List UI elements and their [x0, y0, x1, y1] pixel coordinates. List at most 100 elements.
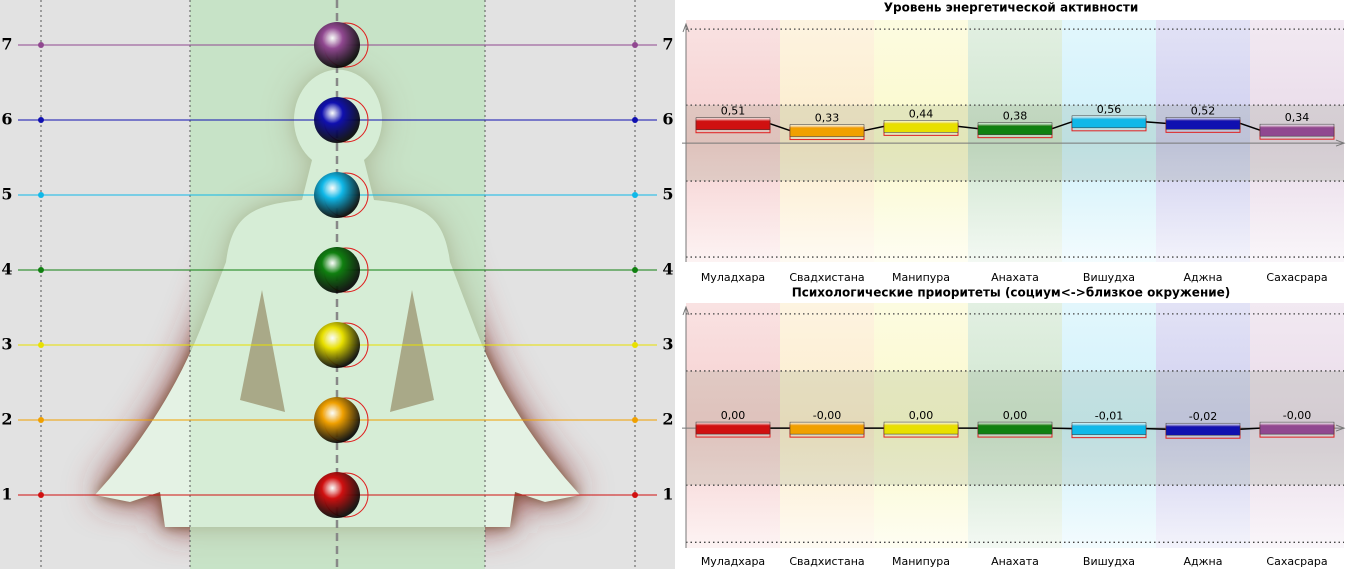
- value-label: -0,00: [813, 409, 841, 422]
- value-label: 0,44: [909, 107, 934, 120]
- level-dot: [632, 117, 638, 123]
- bar: [789, 421, 865, 435]
- bar: [1259, 123, 1335, 137]
- bar: [883, 120, 959, 133]
- x-tick-label: Анахата: [991, 555, 1039, 568]
- x-axis-arrow: [1335, 139, 1346, 147]
- connector: [769, 123, 791, 132]
- category-band: [874, 20, 968, 262]
- level-label: 3: [1, 335, 12, 354]
- bar: [1165, 422, 1241, 436]
- level-label: 2: [662, 410, 673, 429]
- y-axis-arrow: [682, 22, 690, 33]
- bar: [1259, 421, 1335, 435]
- bar: [1165, 117, 1241, 130]
- chakra-sphere: [314, 472, 360, 518]
- level-dot: [632, 492, 638, 498]
- level-dot: [38, 192, 44, 198]
- chart: Психологические приоритеты (социум<->бли…: [682, 286, 1346, 568]
- connector: [1051, 427, 1073, 430]
- value-label: 0,52: [1191, 104, 1216, 117]
- bar: [789, 124, 865, 137]
- level-label: 4: [662, 260, 673, 279]
- x-axis-arrow: [1335, 424, 1346, 432]
- x-tick-label: Муладхара: [701, 555, 765, 568]
- x-tick-label: Манипура: [892, 555, 950, 568]
- level-dot: [38, 117, 44, 123]
- level-label: 5: [1, 185, 12, 204]
- value-label: 0,56: [1097, 103, 1122, 116]
- chart-title: Психологические приоритеты (социум<->бли…: [792, 286, 1231, 300]
- category-band: [968, 20, 1062, 262]
- level-label: 1: [1, 485, 12, 504]
- x-tick-label: Анахата: [991, 271, 1039, 284]
- level-label: 5: [662, 185, 673, 204]
- charts: Уровень энергетической активности 0,51 Мул…: [682, 1, 1346, 568]
- value-label: 0,34: [1285, 111, 1310, 124]
- chakra-sphere: [314, 322, 360, 368]
- x-tick-label: Свадхистана: [789, 555, 864, 568]
- bar: [883, 421, 959, 435]
- value-label: -0,01: [1095, 410, 1123, 423]
- connector: [1145, 121, 1167, 125]
- chakra-sphere: [314, 172, 360, 218]
- bar: [695, 421, 771, 435]
- x-tick-label: Свадхистана: [789, 271, 864, 284]
- value-label: 0,51: [721, 105, 746, 118]
- connector: [1051, 121, 1073, 130]
- chakra-sphere: [314, 22, 360, 68]
- bar: [1071, 115, 1147, 129]
- level-label: 6: [1, 110, 12, 129]
- level-dot: [632, 42, 638, 48]
- chakra-sphere: [314, 247, 360, 293]
- level-dot: [38, 42, 44, 48]
- category-band: [1250, 20, 1344, 262]
- level-label: 4: [1, 260, 12, 279]
- category-band: [780, 20, 874, 262]
- bar: [1071, 422, 1147, 435]
- level-dot: [38, 267, 44, 273]
- bar: [695, 117, 771, 130]
- connector: [1145, 427, 1167, 430]
- level-dot: [632, 342, 638, 348]
- x-tick-label: Сахасрара: [1266, 271, 1327, 284]
- value-label: 0,00: [721, 409, 746, 422]
- category-band: [1062, 20, 1156, 262]
- bar: [977, 421, 1053, 435]
- chakra-sphere: [314, 397, 360, 443]
- x-tick-label: Вишудха: [1083, 555, 1135, 568]
- level-label: 2: [1, 410, 12, 429]
- levels: 1 1 2 2 3 3 4 4 5 5 6 6 7 7: [1, 22, 674, 518]
- figure-panel: 1 1 2 2 3 3 4 4 5 5 6 6 7 7: [0, 0, 675, 569]
- connector: [957, 125, 979, 130]
- y-axis-arrow: [682, 305, 690, 316]
- level-label: 1: [662, 485, 673, 504]
- connector: [1239, 122, 1261, 131]
- level-dot: [38, 342, 44, 348]
- x-tick-label: Аджна: [1184, 271, 1223, 284]
- value-label: -0,00: [1283, 409, 1311, 422]
- bar: [977, 122, 1053, 135]
- level-dot: [632, 267, 638, 273]
- value-label: -0,02: [1189, 410, 1217, 423]
- level-dot: [38, 417, 44, 423]
- x-tick-label: Аджна: [1184, 555, 1223, 568]
- category-band: [1156, 20, 1250, 262]
- level-dot: [38, 492, 44, 498]
- x-tick-label: Сахасрара: [1266, 555, 1327, 568]
- value-label: 0,33: [815, 112, 840, 125]
- chakra-sphere: [314, 97, 360, 143]
- x-tick-label: Вишудха: [1083, 271, 1135, 284]
- level-dot: [632, 192, 638, 198]
- level-label: 7: [1, 35, 12, 54]
- chart: Уровень энергетической активности 0,51 Мул…: [682, 1, 1346, 284]
- value-label: 0,38: [1003, 110, 1028, 123]
- value-label: 0,00: [1003, 409, 1028, 422]
- level-dot: [632, 417, 638, 423]
- level-label: 7: [662, 35, 673, 54]
- value-label: 0,00: [909, 409, 934, 422]
- level-label: 6: [662, 110, 673, 129]
- connector: [863, 125, 885, 132]
